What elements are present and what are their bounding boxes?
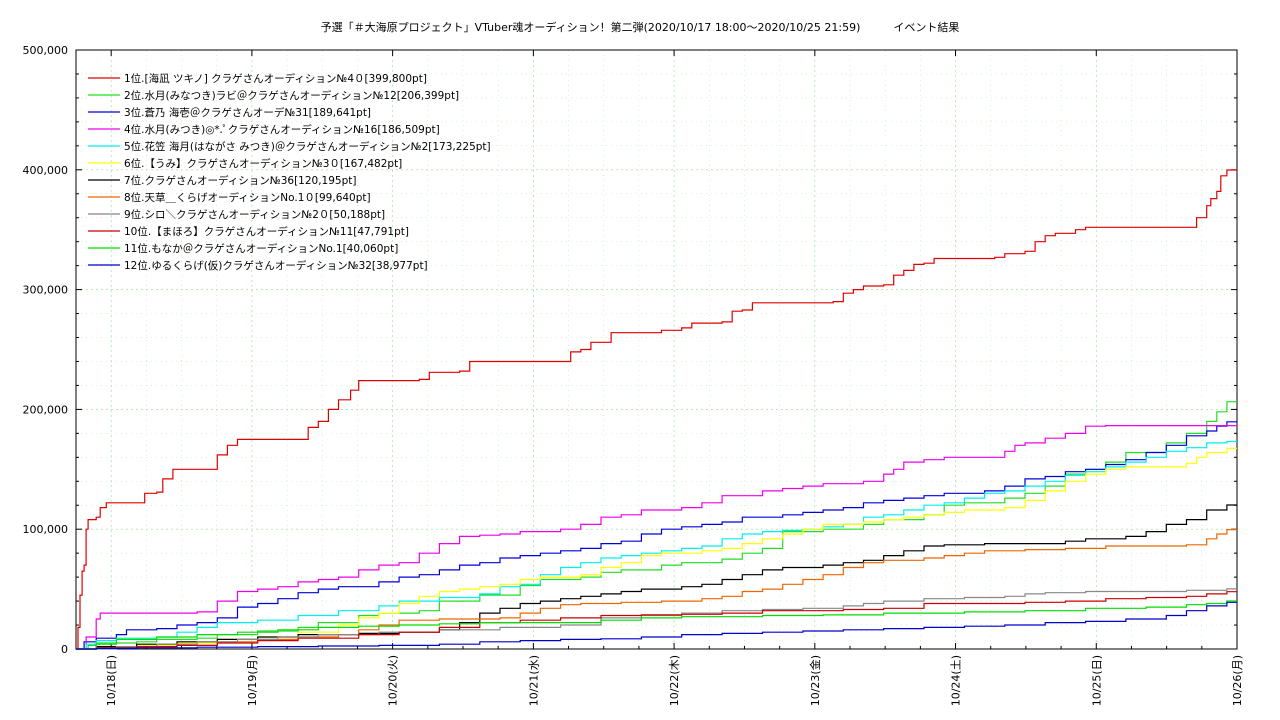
plot-frame [75, 49, 1238, 650]
x-tick-label: 10/23(金) [808, 655, 822, 706]
x-tick-label: 10/24(土) [950, 655, 963, 706]
y-axis: 0 100,000 200,000 300,000 400,000 500,000 [23, 44, 1237, 656]
x-axis: 10/18(日) 10/19(月) 10/20(火) 10/21(水) 10/22(木)… [105, 50, 1244, 706]
series-line-1 [76, 169, 1237, 650]
grid-lines [76, 49, 1238, 650]
x-tick-label: 10/21(水) [527, 655, 540, 706]
x-tick-label: 10/18(日) [105, 655, 118, 706]
legend: 1位.[海凪 ツキノ] クラゲさんオーディション№4０[399,800pt] 2位… [88, 72, 491, 272]
x-tick-label: 10/22(木) [668, 655, 681, 706]
legend-label-3: 3位.蒼乃 海壱＠クラゲさんオーデ№31[189,641pt] [124, 106, 371, 119]
legend-label-10: 10位.【まほろ】クラゲさんオーディション№11[47,791pt] [124, 225, 409, 238]
legend-label-5: 5位.花笠 海月(はながさ みつき)＠クラゲさんオーディション№2[173,22… [124, 140, 491, 153]
series-line-11 [76, 600, 1237, 650]
x-tick-label: 10/26(月) [1231, 655, 1244, 706]
legend-label-12: 12位.ゆるくらげ(仮)クラゲさんオーディション№32[38,977pt] [124, 259, 428, 272]
x-tick-label: 10/25(日) [1090, 655, 1103, 706]
legend-label-7: 7位.クラゲさんオーディション№36[120,195pt] [124, 174, 356, 187]
y-tick-label: 500,000 [23, 44, 69, 57]
legend-label-11: 11位.もなか＠クラゲさんオーディションNo.1[40,060pt] [124, 242, 398, 255]
series-line-9 [76, 588, 1237, 650]
y-tick-label: 300,000 [23, 284, 69, 297]
legend-label-9: 9位.シロ＼クラゲさんオーディション№2０[50,188pt] [124, 208, 385, 221]
series-line-8 [76, 529, 1237, 650]
y-tick-label: 100,000 [23, 523, 69, 536]
legend-label-8: 8位.天草＿くらげオーディションNo.1０[99,640pt] [124, 191, 371, 204]
legend-label-4: 4位.水月(みつき)◎*.ﾟクラゲさんオーディション№16[186,509pt] [124, 123, 440, 136]
x-tick-label: 10/20(火) [387, 655, 400, 706]
series-lines [76, 169, 1237, 650]
series-line-3 [76, 421, 1237, 650]
series-line-4 [76, 425, 1237, 650]
legend-label-6: 6位.【うみ】クラゲさんオーディション№3０[167,482pt] [124, 157, 402, 170]
series-line-6 [76, 447, 1237, 650]
chart-title: 予選「＃大海原プロジェクト」VTuber魂オーディション！第二弾(2020/10… [320, 21, 960, 34]
x-tick-label: 10/19(月) [246, 655, 259, 706]
y-tick-label: 400,000 [23, 164, 69, 177]
legend-label-1: 1位.[海凪 ツキノ] クラゲさんオーディション№4０[399,800pt] [124, 72, 427, 85]
legend-label-2: 2位.水月(みなつき)ラビ＠クラゲさんオーディション№12[206,399pt] [124, 89, 459, 102]
series-line-10 [76, 591, 1237, 650]
series-line-12 [76, 601, 1237, 650]
y-tick-label: 0 [61, 643, 68, 656]
y-tick-label: 200,000 [23, 403, 69, 416]
series-line-5 [76, 440, 1237, 650]
